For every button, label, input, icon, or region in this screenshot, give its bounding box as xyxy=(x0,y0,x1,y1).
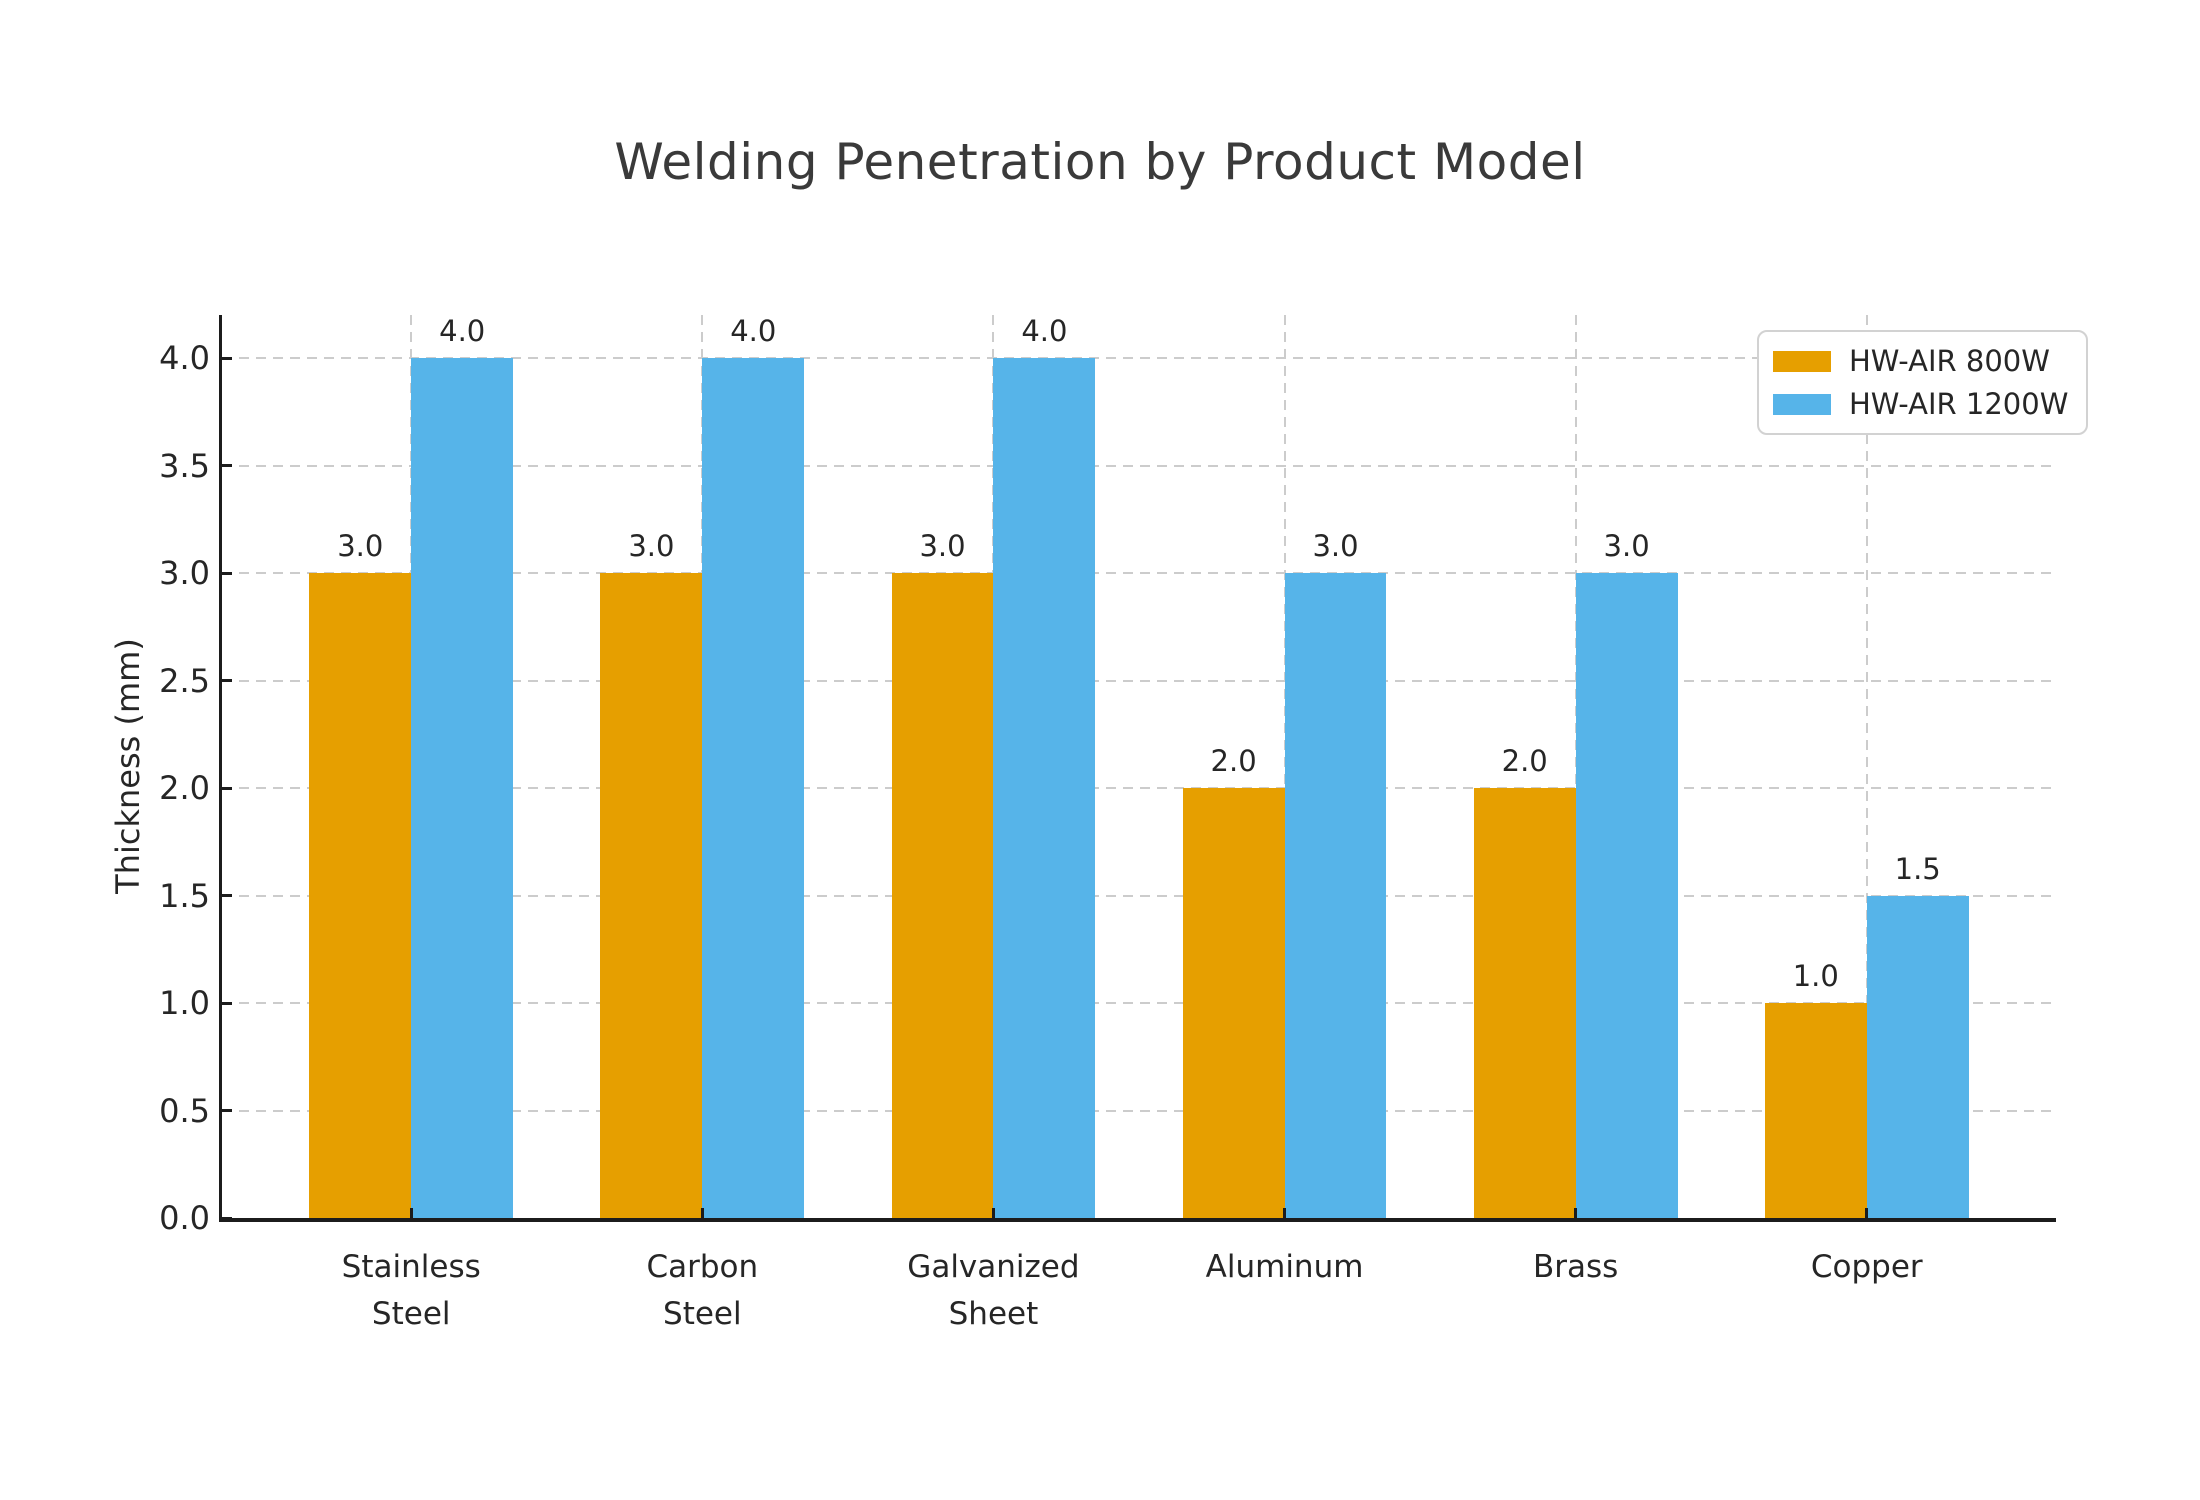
y-tick-label: 1.5 xyxy=(159,876,210,915)
x-category-label: Copper xyxy=(1810,1249,1923,1285)
legend-swatch-800w xyxy=(1773,350,1831,372)
x-tick-mark xyxy=(991,1208,995,1218)
legend: HW-AIR 800W HW-AIR 1200W xyxy=(1757,330,2089,435)
gridline-horizontal xyxy=(222,572,2056,574)
y-tick-label: 4.0 xyxy=(159,339,210,377)
y-tick-label: 0.0 xyxy=(159,1199,210,1237)
y-tick-label: 3.0 xyxy=(159,554,210,592)
x-tick-mark xyxy=(1283,1208,1287,1218)
bar-1200w-3 xyxy=(1284,573,1387,1218)
bar-800w-5 xyxy=(1764,1003,1867,1218)
bar-value-label: 4.0 xyxy=(439,314,486,348)
bar-value-label: 3.0 xyxy=(1312,529,1359,563)
y-tick-label: 2.5 xyxy=(159,661,210,700)
y-tick-label: 2.0 xyxy=(159,769,210,807)
bar-800w-3 xyxy=(1182,788,1285,1218)
bar-800w-4 xyxy=(1473,788,1576,1218)
gridline-horizontal xyxy=(222,464,2056,467)
y-tick-mark xyxy=(222,464,232,467)
bar-value-label: 4.0 xyxy=(1021,314,1068,348)
gridline-horizontal xyxy=(222,894,2056,897)
x-category-label: Brass xyxy=(1533,1249,1619,1285)
bar-value-label: 2.0 xyxy=(1501,744,1548,778)
bar-value-label: 2.0 xyxy=(1210,744,1257,778)
bar-value-label: 3.0 xyxy=(1603,529,1650,563)
bar-800w-2 xyxy=(891,573,994,1218)
x-tick-mark xyxy=(409,1208,413,1218)
x-tick-mark xyxy=(1865,1208,1869,1218)
bar-value-label: 4.0 xyxy=(730,314,777,348)
gridline-horizontal xyxy=(222,1109,2056,1112)
bar-value-label: 3.0 xyxy=(337,529,384,563)
y-tick-label: 0.5 xyxy=(159,1091,210,1130)
bar-1200w-4 xyxy=(1575,573,1678,1218)
bar-value-label: 1.0 xyxy=(1792,959,1839,993)
bar-value-label: 1.5 xyxy=(1894,851,1941,886)
y-tick-label: 3.5 xyxy=(159,446,210,485)
gridline-horizontal xyxy=(222,787,2056,789)
x-category-label: Galvanized Sheet xyxy=(907,1249,1080,1332)
chart-title: Welding Penetration by Product Model xyxy=(614,133,1586,191)
gridline-vertical xyxy=(1283,315,1286,1218)
bar-800w-1 xyxy=(600,573,703,1218)
bar-value-label: 3.0 xyxy=(628,529,675,563)
x-category-label: Carbon Steel xyxy=(646,1249,759,1332)
legend-label-800w: HW-AIR 800W xyxy=(1849,344,2050,378)
gridline-horizontal xyxy=(222,357,2056,359)
legend-item-800w: HW-AIR 800W xyxy=(1773,344,2068,378)
x-category-label: Aluminum xyxy=(1205,1249,1364,1285)
y-tick-mark xyxy=(222,786,232,790)
x-tick-mark xyxy=(1574,1208,1578,1218)
bar-value-label: 3.0 xyxy=(919,529,966,563)
bar-1200w-0 xyxy=(411,358,514,1218)
y-tick-mark xyxy=(222,1109,232,1112)
y-tick-mark xyxy=(222,894,232,897)
plot-area: 3.0 3.0 3.0 2.0 2.0 1.0 4.0 4.0 4.0 3.0 3.0 1.5 xyxy=(219,314,2056,1222)
y-tick-mark xyxy=(222,356,232,360)
gridline-horizontal xyxy=(222,679,2056,682)
x-category-labels: Stainless Steel Carbon Steel Galvanized Sh… xyxy=(222,1244,2056,1384)
bar-1200w-1 xyxy=(702,358,805,1218)
y-tick-mark xyxy=(222,679,232,682)
legend-label-1200w: HW-AIR 1200W xyxy=(1849,387,2069,421)
gridline-horizontal xyxy=(222,1002,2056,1004)
bar-800w-0 xyxy=(309,573,412,1218)
bar-1200w-2 xyxy=(993,358,1096,1218)
y-tick-mark xyxy=(222,1001,232,1005)
gridline-vertical xyxy=(1574,315,1577,1218)
y-tick-mark xyxy=(222,571,232,575)
y-tick-label: 1.0 xyxy=(159,984,210,1022)
gridline-vertical xyxy=(1865,315,1868,1218)
x-category-label: Stainless Steel xyxy=(341,1249,481,1332)
x-tick-mark xyxy=(700,1208,704,1218)
bar-1200w-5 xyxy=(1866,895,1969,1218)
legend-item-1200w: HW-AIR 1200W xyxy=(1773,387,2068,421)
legend-swatch-1200w xyxy=(1773,393,1831,415)
y-tick-mark xyxy=(222,1216,232,1220)
